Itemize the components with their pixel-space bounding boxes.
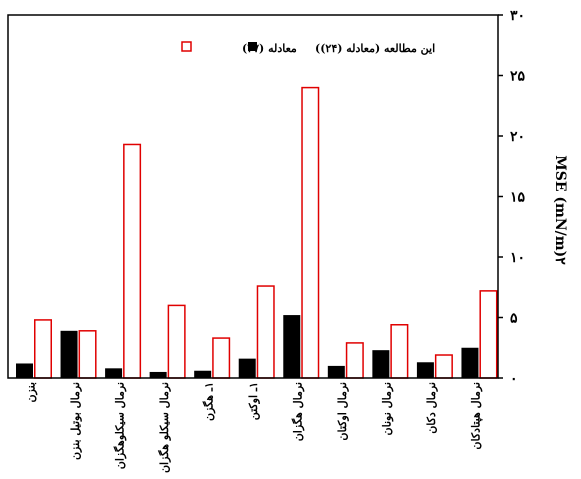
y-tick-label: ۳۰: [510, 8, 525, 24]
bar-series1-8: [372, 350, 390, 378]
bar-series1-2: [105, 368, 123, 378]
bar-series2-0: [34, 319, 52, 379]
bar-series2-6: [301, 86, 320, 379]
x-tick-label: نرمال هگزان: [291, 382, 305, 441]
bar-series1-7: [327, 365, 345, 378]
bar-series1-1: [60, 330, 78, 378]
x-tick-label: نرمال بوتیل بنزن: [69, 382, 82, 460]
ticks-layer: ۰ ۵ ۱۰ ۱۵ ۲۰ ۲۵ ۳۰ بنزن نرمال بوتیل بنزن نرمال سی…: [24, 8, 525, 473]
y-tick-label: ۱۰: [510, 250, 525, 266]
y-tick-label: ۰: [510, 371, 518, 387]
x-tick-label: ۱ـ اوکتن: [247, 382, 260, 420]
bar-series2-9: [434, 354, 453, 379]
bar-series1-9: [416, 362, 434, 378]
x-tick-label: بنزن: [24, 382, 37, 403]
bar-series2-8: [390, 324, 409, 379]
y-tick-label: ۵: [510, 311, 518, 327]
bar-series2-2: [123, 143, 142, 379]
bar-series2-3: [167, 304, 186, 379]
legend-label-series2: معادله (۲۷): [242, 42, 297, 55]
bar-series2-10: [479, 290, 498, 379]
bar-series2-5: [256, 285, 275, 379]
legend: این مطالعه (معادله (۲۴)) معادله (۲۷): [181, 41, 435, 55]
axes-layer: [7, 14, 499, 379]
legend-swatch-series2: [181, 41, 192, 52]
bar-series1-6: [283, 315, 301, 378]
x-tick-label: نرمال سیکلوهگزان: [112, 382, 126, 469]
y-axis-label: MSE (mN/m)۲: [552, 155, 568, 265]
bar-series1-5: [238, 358, 256, 378]
legend-swatch-series1: [248, 42, 257, 51]
bars-layer: [16, 86, 498, 379]
x-tick-label: نرمال هپتادکان: [470, 382, 483, 450]
x-tick-label: نرمال اوکتان: [336, 382, 349, 441]
y-tick-label: ۲۰: [510, 129, 525, 145]
y-tick-label: ۲۵: [510, 69, 526, 85]
bar-series2-1: [78, 330, 97, 379]
x-tick-label: ۱ـ هگزن: [201, 382, 215, 421]
plot-frame: [7, 14, 499, 379]
x-tick-label: نرمال نونان: [381, 382, 394, 435]
x-tick-label: نرمال سیکلو هگزان: [157, 382, 171, 473]
bar-series1-0: [16, 363, 33, 378]
bar-series2-7: [345, 342, 364, 379]
x-tick-label: نرمال دکان: [425, 382, 438, 434]
bar-series2-4: [212, 337, 231, 379]
legend-label-series1: این مطالعه (معادله (۲۴)): [315, 42, 435, 55]
bar-series1-3: [149, 371, 167, 378]
bar-series1-10: [461, 347, 479, 378]
bar-series1-4: [194, 370, 212, 378]
y-tick-label: ۱۵: [510, 190, 526, 206]
